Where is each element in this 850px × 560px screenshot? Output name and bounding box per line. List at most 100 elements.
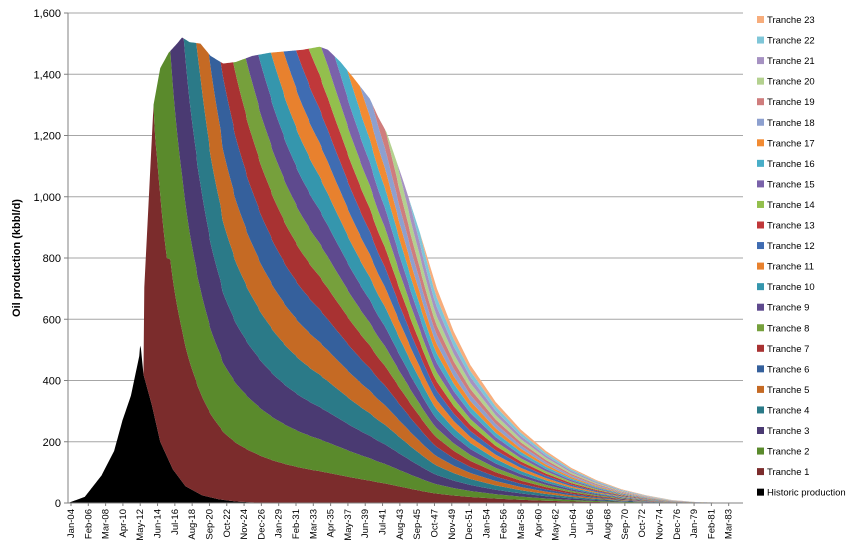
legend-swatch bbox=[757, 344, 764, 352]
x-tick-label: Mar-58 bbox=[516, 509, 527, 539]
x-tick-label: Sep-45 bbox=[412, 509, 423, 540]
x-tick-label: Feb-06 bbox=[83, 509, 94, 539]
legend-swatch bbox=[757, 159, 764, 167]
x-tick-label: Oct-47 bbox=[429, 509, 440, 538]
area-series-layer bbox=[68, 37, 739, 503]
x-tick-label: May-12 bbox=[135, 509, 146, 541]
y-tick-label: 600 bbox=[43, 314, 61, 326]
legend-label: Tranche 16 bbox=[767, 159, 815, 170]
legend-swatch bbox=[757, 118, 764, 126]
area-historic-production bbox=[68, 345, 739, 503]
legend-swatch bbox=[757, 139, 764, 147]
x-tick-label: Feb-31 bbox=[291, 509, 302, 539]
legend-swatch bbox=[757, 36, 764, 44]
x-tick-label: Feb-56 bbox=[499, 509, 510, 539]
legend-swatch bbox=[757, 283, 764, 291]
y-tick-label: 800 bbox=[43, 253, 61, 265]
x-tick-label: Jun-14 bbox=[153, 509, 164, 538]
legend-swatch bbox=[757, 242, 764, 250]
legend-label: Tranche 4 bbox=[767, 405, 809, 416]
legend-swatch bbox=[757, 16, 764, 23]
legend-label: Tranche 5 bbox=[767, 385, 809, 396]
legend-label: Tranche 2 bbox=[767, 447, 809, 458]
legend-swatch bbox=[757, 406, 764, 414]
legend-label: Tranche 8 bbox=[767, 323, 809, 334]
legend-label: Historic production bbox=[767, 488, 846, 499]
area-tranche-15 bbox=[68, 37, 739, 503]
x-tick-label: Apr-60 bbox=[533, 509, 544, 538]
legend-swatch bbox=[757, 385, 764, 393]
x-tick-label: Dec-26 bbox=[256, 509, 267, 540]
x-tick-label: Mar-08 bbox=[101, 509, 112, 539]
legend-label: Tranche 9 bbox=[767, 303, 809, 314]
legend-swatch bbox=[757, 447, 764, 455]
legend-label: Tranche 3 bbox=[767, 426, 809, 437]
area-tranche-2 bbox=[68, 50, 739, 503]
y-tick-label: 200 bbox=[43, 437, 61, 449]
legend-label: Tranche 23 bbox=[767, 15, 815, 26]
legend-label: Tranche 11 bbox=[767, 262, 814, 273]
legend-label: Tranche 1 bbox=[767, 467, 809, 478]
x-tick-label: Mar-33 bbox=[308, 509, 319, 539]
x-tick-label: Nov-74 bbox=[654, 509, 665, 540]
legend: Tranche 23 Tranche 22 Tranche 21 Tranche 20… bbox=[757, 15, 846, 499]
x-tick-label: Jan-29 bbox=[274, 509, 285, 538]
x-tick-label: Jul-41 bbox=[378, 509, 389, 535]
legend-label: Tranche 14 bbox=[767, 200, 815, 211]
legend-label: Tranche 10 bbox=[767, 282, 815, 293]
legend-swatch bbox=[757, 427, 764, 434]
x-tick-label: Dec-51 bbox=[464, 509, 475, 540]
x-tick-label: Jul-16 bbox=[170, 509, 181, 535]
legend-swatch bbox=[757, 77, 764, 85]
x-tick-label: Mar-83 bbox=[724, 509, 735, 539]
y-tick-label: 0 bbox=[55, 498, 61, 510]
legend-swatch bbox=[757, 200, 764, 208]
legend-swatch bbox=[757, 262, 764, 270]
legend-label: Tranche 7 bbox=[767, 344, 809, 355]
legend-swatch bbox=[757, 324, 764, 332]
x-tick-label: Jun-39 bbox=[360, 509, 371, 538]
x-tick-label: Sep-20 bbox=[204, 509, 215, 540]
x-tick-label: Aug-18 bbox=[187, 509, 198, 540]
x-tick-label: Nov-24 bbox=[239, 509, 250, 540]
legend-swatch bbox=[757, 57, 764, 65]
legend-label: Tranche 20 bbox=[767, 77, 815, 88]
x-tick-label: Apr-35 bbox=[326, 509, 337, 538]
x-tick-label: May-62 bbox=[551, 509, 562, 541]
y-tick-label: 1,000 bbox=[33, 192, 61, 204]
legend-label: Tranche 6 bbox=[767, 364, 809, 375]
x-tick-label: Dec-76 bbox=[672, 509, 683, 540]
x-tick-label: Nov-49 bbox=[447, 509, 458, 540]
y-tick-label: 1,400 bbox=[33, 69, 61, 81]
legend-label: Tranche 21 bbox=[767, 56, 815, 67]
x-tick-label: Jul-66 bbox=[585, 509, 596, 535]
y-tick-label: 1,200 bbox=[33, 131, 61, 143]
legend-swatch bbox=[757, 488, 764, 496]
y-axis-label: Oil production (kbbl/d) bbox=[11, 199, 23, 317]
x-tick-label: Jun-64 bbox=[568, 509, 579, 538]
x-tick-label: Sep-70 bbox=[620, 509, 631, 540]
legend-swatch bbox=[757, 98, 764, 106]
x-tick-label: Oct-22 bbox=[222, 509, 233, 538]
legend-label: Tranche 17 bbox=[767, 138, 815, 149]
legend-swatch bbox=[757, 303, 764, 311]
x-tick-label: Jan-54 bbox=[481, 509, 492, 538]
legend-swatch bbox=[757, 221, 764, 229]
x-tick-label: Oct-72 bbox=[637, 509, 648, 538]
x-tick-label: Jan-79 bbox=[689, 509, 700, 538]
legend-swatch bbox=[757, 468, 764, 476]
x-tick-label: Jan-04 bbox=[66, 509, 77, 538]
x-tick-label: Feb-81 bbox=[706, 509, 717, 539]
legend-label: Tranche 12 bbox=[767, 241, 815, 252]
y-tick-label: 400 bbox=[43, 376, 61, 388]
legend-swatch bbox=[757, 365, 764, 373]
x-tick-label: Apr-10 bbox=[118, 509, 129, 538]
legend-label: Tranche 22 bbox=[767, 36, 815, 47]
area-tranche-3 bbox=[68, 37, 739, 503]
x-tick-label: Aug-43 bbox=[395, 509, 406, 540]
x-tick-labels: Jan-04 Feb-06 Mar-08 Apr-10 May-12 Jun-14 Jul-… bbox=[66, 503, 735, 541]
x-tick-label: May-37 bbox=[343, 509, 354, 541]
legend-label: Tranche 18 bbox=[767, 118, 815, 129]
